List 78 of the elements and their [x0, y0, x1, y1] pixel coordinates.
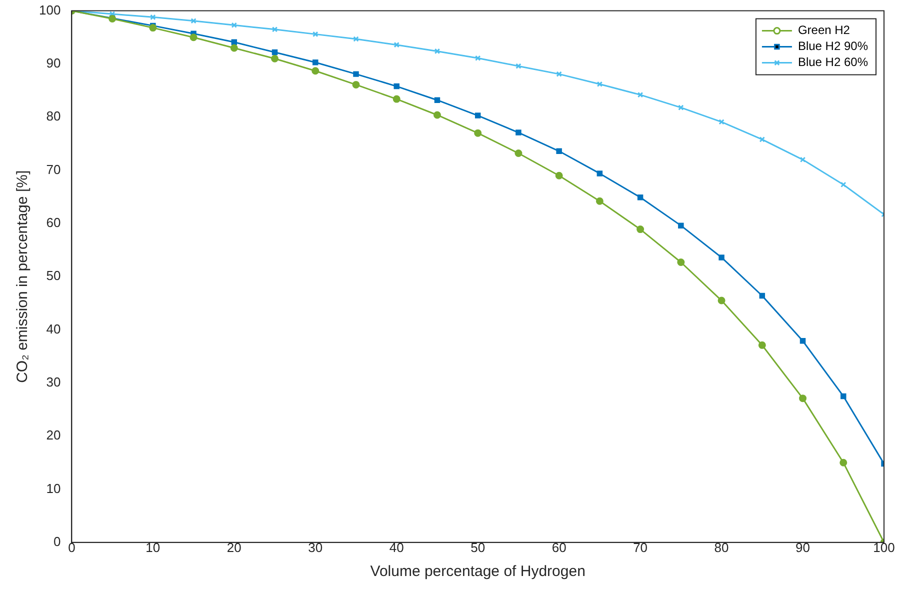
x-tick-label: 60	[552, 540, 566, 555]
x-tick-label: 0	[68, 540, 76, 555]
point	[840, 458, 848, 466]
point	[840, 182, 846, 188]
point	[800, 156, 806, 163]
point	[718, 296, 726, 304]
point	[637, 92, 644, 98]
y-axis-title: CO₂ emission in percentage [%]	[14, 170, 32, 383]
y-tick-label: 10	[46, 480, 61, 496]
point	[231, 22, 238, 28]
point	[800, 338, 806, 344]
point	[596, 81, 603, 88]
x-tick-label: 40	[389, 540, 404, 555]
point	[596, 197, 604, 205]
point	[759, 292, 766, 299]
x-tick-label: 20	[226, 540, 242, 555]
y-tick-label: 100	[38, 2, 61, 18]
point	[758, 341, 766, 349]
legend-label: Green H2	[798, 23, 850, 38]
legend-label: Blue H2 60%	[798, 55, 868, 70]
point	[759, 136, 766, 142]
y-tick-label: 90	[46, 56, 61, 71]
point	[718, 119, 724, 125]
point	[474, 112, 481, 118]
point	[433, 111, 441, 119]
x-tick-label: 30	[308, 540, 323, 555]
point	[312, 59, 318, 66]
point	[636, 226, 644, 234]
point	[353, 71, 359, 77]
point	[312, 31, 318, 38]
x-tick-label: 100	[873, 540, 895, 555]
point	[434, 97, 440, 103]
y-tick-label: 80	[46, 108, 61, 124]
y-tick-label: 50	[46, 268, 61, 284]
point	[678, 104, 684, 110]
point	[190, 34, 198, 42]
point	[394, 83, 400, 90]
point	[231, 39, 238, 46]
x-axis-title: Volume percentage of Hydrogen	[370, 563, 586, 580]
x-tick-label: 10	[146, 540, 160, 555]
y-tick-label: 70	[46, 162, 61, 177]
point	[718, 254, 724, 260]
point	[352, 80, 360, 88]
point	[516, 63, 522, 69]
point	[272, 49, 278, 56]
point	[556, 148, 562, 154]
point	[514, 150, 522, 158]
point	[392, 95, 400, 103]
y-tick-label: 30	[46, 374, 61, 390]
point	[840, 393, 846, 400]
point	[434, 48, 440, 54]
point	[474, 129, 482, 137]
point	[677, 258, 685, 266]
y-tick-label: 40	[46, 321, 61, 336]
point	[516, 130, 522, 136]
x-tick-label: 50	[470, 540, 486, 555]
x-tick-label: 70	[633, 540, 648, 555]
point	[596, 170, 603, 176]
y-tick-label: 60	[46, 215, 61, 230]
point	[271, 54, 279, 62]
point	[678, 222, 684, 228]
legend-label: Blue H2 90%	[798, 39, 868, 54]
point	[353, 36, 359, 42]
point	[190, 18, 196, 24]
point	[230, 44, 238, 52]
point	[799, 394, 807, 402]
point	[394, 42, 400, 48]
point	[637, 194, 644, 200]
point	[556, 71, 562, 77]
point	[555, 172, 563, 180]
point	[474, 55, 481, 61]
point	[312, 67, 320, 75]
y-tick-label: 20	[46, 428, 61, 443]
point	[149, 24, 157, 32]
x-tick-label: 80	[714, 540, 729, 555]
point	[150, 14, 156, 20]
point	[272, 26, 278, 32]
x-tick-label: 90	[796, 540, 810, 555]
